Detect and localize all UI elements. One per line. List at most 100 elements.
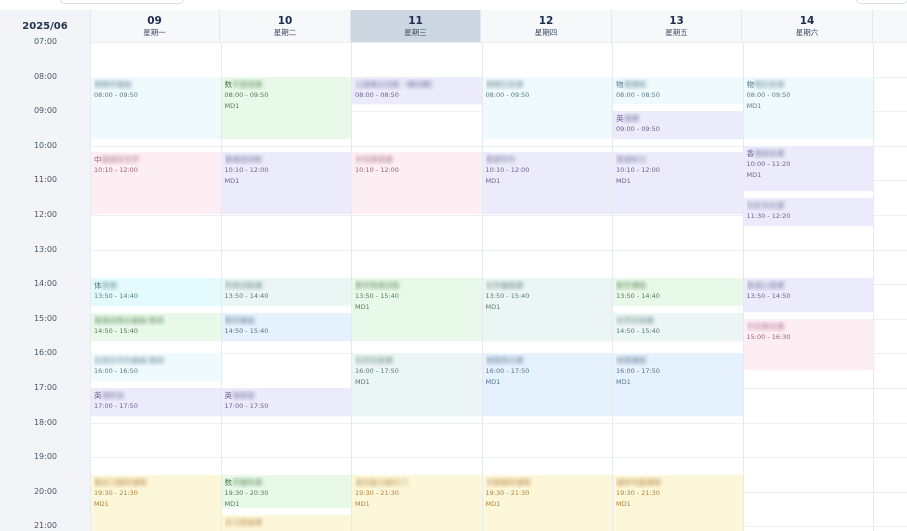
day-number: 13 [669,15,684,27]
calendar-event[interactable]: 数学课程 13:50 - 14:40 [613,278,743,308]
event-time: 08:00 - 08:50 [355,90,399,99]
event-title: 化学基础课 [486,280,610,291]
calendar-event[interactable]: 英语写作 10:10 - 12:00 MD1 [482,151,612,215]
day-divider [220,42,222,531]
time-label: 07:00 [33,37,57,46]
event-time: 11:30 - 12:20 [746,211,791,220]
event-title-redacted: 数学思维训练 [355,281,400,291]
calendar-event[interactable]: 中文阅读课 10:10 - 12:00 [352,151,482,215]
calendar-event[interactable]: 科学实验课 16:00 - 17:50 MD1 [352,353,482,417]
search-input[interactable] [60,0,184,4]
calendar-event[interactable]: 应用文写作基础 精讲 16:00 - 16:50 [91,353,221,383]
calendar-event[interactable]: 英语听力 10:10 - 12:00 MD1 [613,151,743,215]
toolbar-button[interactable] [856,0,907,4]
day-header-14[interactable]: 14 星期六 [743,10,873,42]
time-column: 07:00 08:00 09:00 10:00 11:00 12:00 13:00 14:00… [0,37,91,531]
calendar-event[interactable]: 语文能力提升门 19:30 - 21:30 MD1 [352,474,482,531]
event-title-visible: 体 [94,281,102,291]
calendar-event[interactable]: 物理课程 08:00 - 08:50 [613,76,743,106]
event-title-redacted: 普通话表达基础 精讲 [94,316,164,326]
event-time: 10:10 - 12:00 [616,165,660,174]
event-title-redacted: 地理课程 [616,356,646,366]
event-time: 16:00 - 17:50 [355,367,399,376]
event-title: 辅导专题课程 [616,477,740,488]
calendar-header: 2025/06 09 星期一 10 星期二 11 星期三 12 星期四 13 星期五 14 星期六 [0,10,907,43]
event-time: 09:00 - 09:50 [616,125,660,134]
calendar-event[interactable]: 香港语言课 10:00 - 11:20 MD1 [743,145,873,192]
calendar-event[interactable]: 形体训练课 13:50 - 14:40 [221,278,351,308]
event-time: 19:30 - 21:30 [355,488,399,497]
event-time: 08:00 - 09:50 [224,90,269,99]
event-title: 中文阅读课 [355,154,479,165]
calendar-event[interactable]: 晚自习辅导课程 19:30 - 21:30 MD1 [91,474,221,531]
event-title-redacted: 数学课程 [616,281,646,291]
calendar-event[interactable]: 体育课 13:50 - 14:40 [91,278,221,308]
calendar-event[interactable]: 数学基础 14:50 - 15:40 [221,313,351,342]
event-time: 08:00 - 09:50 [485,90,530,99]
calendar-event[interactable]: 物理实验课 08:00 - 09:50 MD1 [743,76,873,141]
calendar-event[interactable]: 口语表达训练（第四期） 08:00 - 08:50 [352,76,482,106]
calendar-event[interactable]: 辅导专题课程 19:30 - 21:30 MD1 [613,474,743,531]
event-title-visible: 英 [94,391,102,400]
calendar-event[interactable]: 数学思维训练 13:50 - 15:40 MD1 [352,278,482,342]
day-divider [90,42,91,531]
event-title: 物理课程 [616,79,740,90]
calendar-event[interactable]: 地理常识课 16:00 - 17:50 MD1 [482,353,612,417]
day-header-11[interactable]: 11 星期三 [351,10,481,42]
day-header-10[interactable]: 10 星期二 [221,10,351,42]
calendar-event[interactable]: 中文表达课 15:00 - 16:30 [743,318,873,371]
day-number: 10 [277,15,293,27]
event-room: MD1 [355,303,370,312]
event-title-visible: 数 [224,477,233,487]
calendar-event[interactable]: 物理实验课 08:00 - 09:50 [482,76,612,141]
calendar-event[interactable]: 专题辅导课程 19:30 - 21:30 MD1 [482,474,612,531]
day-header-13[interactable]: 13 星期五 [612,10,742,42]
event-time: 19:30 - 21:30 [616,488,660,497]
event-time: 13:50 - 14:50 [746,292,791,301]
event-time: 14:50 - 15:40 [616,327,660,336]
event-title: 物理学基础 [94,79,218,90]
event-title: 体育课 [94,280,218,291]
calendar-event[interactable]: 英语听说 17:00 - 17:50 [91,388,221,417]
calendar-event[interactable]: 地理课程 16:00 - 17:50 MD1 [613,353,743,417]
time-label: 19:00 [33,452,57,462]
calendar-event[interactable]: 中国语言文学 10:10 - 12:00 [91,151,221,215]
event-title-redacted: 辅导专题课程 [616,477,661,487]
event-title: 历史文化课 [747,200,871,211]
event-time: 17:00 - 17:50 [94,402,138,410]
calendar-event[interactable]: 普通话表达基础 精讲 14:50 - 15:40 [91,313,221,342]
event-title-redacted: 数学基础 [224,316,255,326]
calendar-event[interactable]: 英语阅读 17:00 - 17:50 [221,388,351,417]
hour-gridline [90,422,907,424]
month-label: 2025/06 [0,10,91,42]
calendar-event[interactable]: 自习答疑课 [221,514,351,531]
calendar-event[interactable]: 英语课 09:00 - 09:50 [613,111,743,141]
calendar-event[interactable]: 普通话训练 10:10 - 12:00 MD1 [221,151,351,215]
calendar-event[interactable]: 历史文化课 11:30 - 12:20 [743,197,873,227]
calendar-event[interactable]: 数字游戏课 08:00 - 09:50 MD1 [221,76,351,141]
day-weekday: 星期四 [534,28,558,37]
event-title-visible: 英 [616,114,624,124]
calendar-event[interactable]: 英语口语课 13:50 - 14:50 [743,278,873,314]
day-header-09[interactable]: 09 星期一 [90,10,220,42]
event-title-redacted: 语课 [623,114,639,124]
event-room: MD1 [616,176,631,185]
calendar-event[interactable]: 化学实验课 14:50 - 15:40 [613,313,743,342]
calendar-event[interactable]: 物理学基础 08:00 - 09:50 [91,76,221,141]
event-title-redacted: 字游戏课 [232,79,262,89]
day-header-12[interactable]: 12 星期四 [482,10,612,42]
time-label: 20:00 [33,486,57,496]
calendar-event[interactable]: 化学基础课 13:50 - 15:40 MD1 [482,278,612,342]
event-title: 数学课程 [616,280,740,291]
calendar-event[interactable]: 数学辅导课 19:30 - 20:30 MD1 [221,474,351,510]
day-divider [873,42,874,531]
event-room: MD1 [94,499,109,508]
event-room: MD1 [616,499,631,508]
event-title: 专题辅导课程 [486,477,610,488]
time-label: 13:00 [33,244,57,254]
event-time: 17:00 - 17:50 [224,402,269,410]
day-weekday: 星期三 [404,28,427,37]
event-title-redacted: 语文能力提升门 [355,477,408,487]
event-title-redacted: 口语表达训练（第四期） [355,79,438,89]
time-label: 12:00 [33,210,57,219]
